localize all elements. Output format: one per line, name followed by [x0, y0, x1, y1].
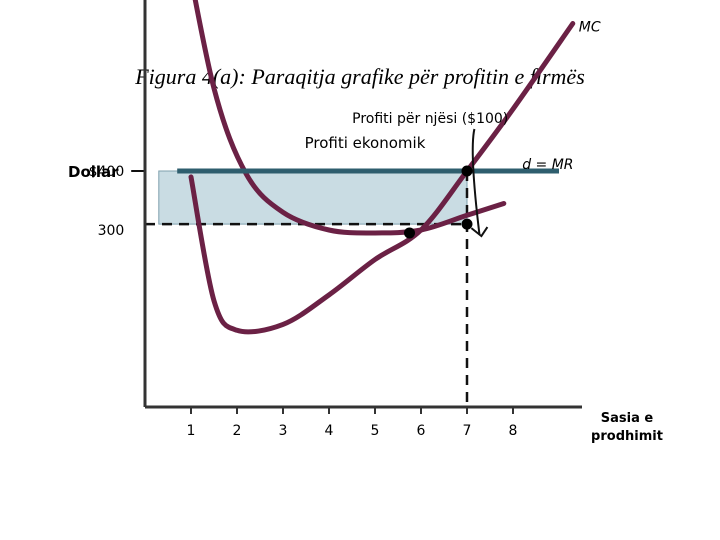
mc-label: MC	[579, 20, 601, 36]
y-tick-label-300: 300	[98, 223, 125, 239]
points	[404, 165, 473, 239]
x-tick-label-7: 7	[463, 423, 472, 439]
x-ticks: 1 2 3 4 5 6 7 8	[187, 407, 518, 439]
mr-label: d = MR	[522, 157, 573, 173]
x-tick-label-1: 1	[187, 423, 196, 439]
curves	[177, 0, 576, 335]
x-tick-label-5: 5	[371, 423, 380, 439]
x-tick-label-4: 4	[325, 423, 334, 439]
y-tick-label-400: $400	[89, 164, 125, 180]
profit-per-unit-label: Profiti për njësi ($100)	[352, 111, 508, 127]
y-axis-label: Dollar	[68, 163, 119, 181]
x-axis-label: Sasia e prodhimit	[591, 411, 663, 444]
x-tick-label-8: 8	[509, 423, 518, 439]
x-tick-label-6: 6	[417, 423, 426, 439]
chart-title: Profiti ekonomik	[304, 134, 426, 152]
profit-pointer-arrowhead	[470, 226, 489, 238]
mc-line	[188, 21, 576, 335]
profit-pointer	[471, 128, 481, 235]
profit-area	[158, 170, 468, 225]
point-2	[461, 165, 473, 177]
x-tick-label-3: 3	[279, 423, 288, 439]
x-tick-label-2: 2	[233, 423, 242, 439]
point-3	[461, 218, 473, 230]
point-1	[404, 227, 415, 239]
atc-line	[192, 0, 507, 236]
